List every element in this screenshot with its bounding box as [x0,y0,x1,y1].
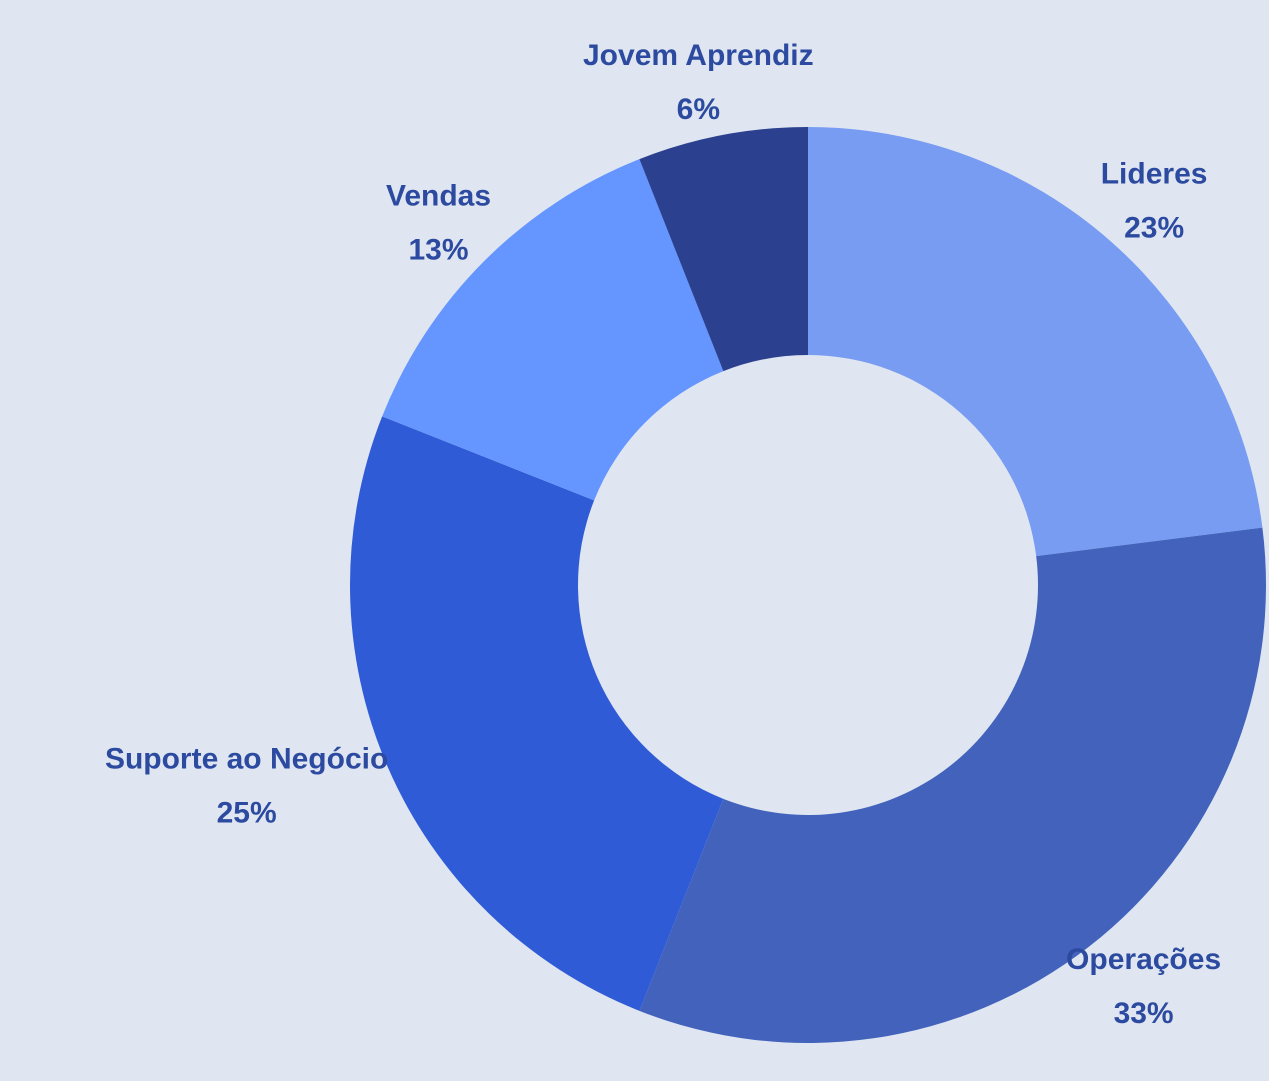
value-label: 6% [677,93,720,126]
donut-slice [382,159,724,501]
value-label: 25% [217,796,277,829]
value-label: 33% [1114,997,1174,1030]
slice-label: Operações [1066,943,1221,976]
donut-slice [639,127,808,372]
slice-label: Suporte ao Negócio [105,742,388,775]
slice-label: Lideres [1101,157,1208,190]
value-label: 23% [1124,211,1184,244]
slice-label: Vendas [386,179,491,212]
slice-label: Jovem Aprendiz [583,39,814,72]
value-label: 13% [408,233,468,266]
donut-slice [639,527,1266,1043]
donut-slice [350,416,724,1011]
donut-slice [808,127,1263,557]
